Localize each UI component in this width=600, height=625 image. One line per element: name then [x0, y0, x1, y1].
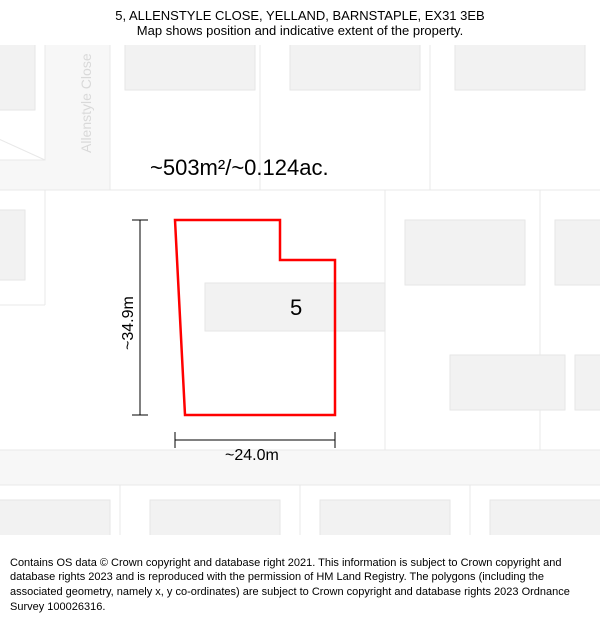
- map-subtitle: Map shows position and indicative extent…: [10, 23, 590, 38]
- area-measurement-label: ~503m²/~0.124ac.: [150, 155, 329, 181]
- street-name-label: Allenstyle Close: [78, 53, 94, 153]
- copyright-footer: Contains OS data © Crown copyright and d…: [0, 550, 600, 625]
- map-header: 5, ALLENSTYLE CLOSE, YELLAND, BARNSTAPLE…: [0, 0, 600, 42]
- map-canvas: Allenstyle Close ~503m²/~0.124ac. 5 ~34.…: [0, 45, 600, 535]
- map-title: 5, ALLENSTYLE CLOSE, YELLAND, BARNSTAPLE…: [10, 8, 590, 23]
- width-dimension-label: ~24.0m: [225, 447, 279, 465]
- plot-number-label: 5: [290, 295, 302, 321]
- height-dimension-label: ~34.9m: [120, 296, 138, 350]
